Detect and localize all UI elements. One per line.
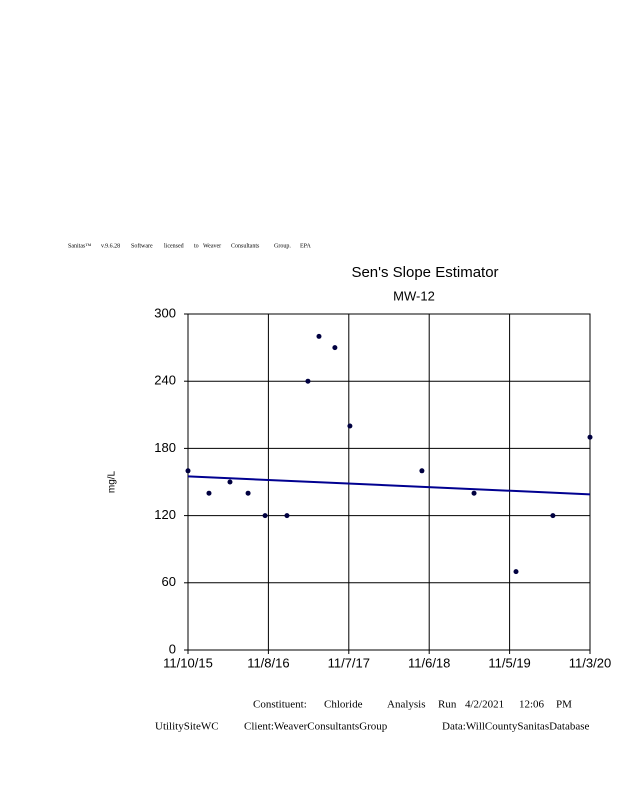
header-word: Group.	[274, 243, 291, 249]
data-point	[347, 423, 353, 429]
data-point	[262, 513, 268, 519]
header-word: to	[194, 243, 199, 249]
header-word: Software	[131, 242, 153, 249]
y-tick-label: 300	[154, 305, 176, 320]
chart-subtitle: MW-12	[393, 288, 435, 303]
data-point	[419, 468, 425, 474]
x-tick-label: 11/10/15	[163, 655, 213, 670]
data-point	[185, 468, 191, 474]
y-tick-label: 240	[154, 373, 176, 388]
chart-title: Sen's Slope Estimator	[351, 264, 498, 281]
data-point	[245, 490, 251, 496]
trend-line	[187, 475, 591, 496]
footer-word: PM	[556, 699, 572, 711]
y-tick-label: 0	[169, 641, 176, 656]
header-word: EPA	[300, 243, 311, 249]
header-word: Sanitas™	[68, 243, 91, 249]
footer-word: Analysis	[387, 699, 426, 711]
footer-word: Chloride	[324, 699, 363, 711]
data-point	[316, 333, 322, 339]
footer-client: Client:WeaverConsultantsGroup	[244, 721, 388, 733]
data-point	[550, 513, 556, 519]
data-point	[471, 490, 477, 496]
plot-frame	[187, 313, 591, 651]
header-word: Consultants	[231, 243, 260, 249]
x-tick-label: 11/5/19	[488, 655, 530, 670]
x-tick-label: 11/6/18	[408, 655, 450, 670]
header-word: licensed	[164, 243, 184, 249]
y-tick-label: 120	[154, 507, 176, 522]
footer-word: 12:06	[519, 699, 545, 711]
data-point	[513, 569, 519, 575]
data-point	[227, 479, 233, 485]
footer-word: Run	[438, 699, 457, 711]
footer-word: 4/2/2021	[465, 699, 504, 711]
data-point	[305, 378, 311, 384]
footer-site: UtilitySiteWC	[155, 721, 219, 733]
data-point	[332, 345, 338, 351]
x-tick-label: 11/7/17	[328, 655, 370, 670]
data-point	[206, 490, 212, 496]
x-tick-label: 11/8/16	[247, 655, 289, 670]
y-axis-label: mg/L	[107, 470, 118, 493]
header-word: Weaver	[203, 243, 221, 249]
y-tick-label: 180	[154, 440, 176, 455]
y-tick-label: 60	[162, 574, 176, 589]
footer-word: Constituent:	[253, 699, 307, 711]
x-tick-label: 11/3/20	[569, 655, 611, 670]
data-point	[587, 434, 593, 440]
header-word: v.9.6.28	[101, 243, 120, 249]
footer-data: Data:WillCountySanitasDatabase	[442, 721, 590, 733]
data-point	[284, 513, 290, 519]
